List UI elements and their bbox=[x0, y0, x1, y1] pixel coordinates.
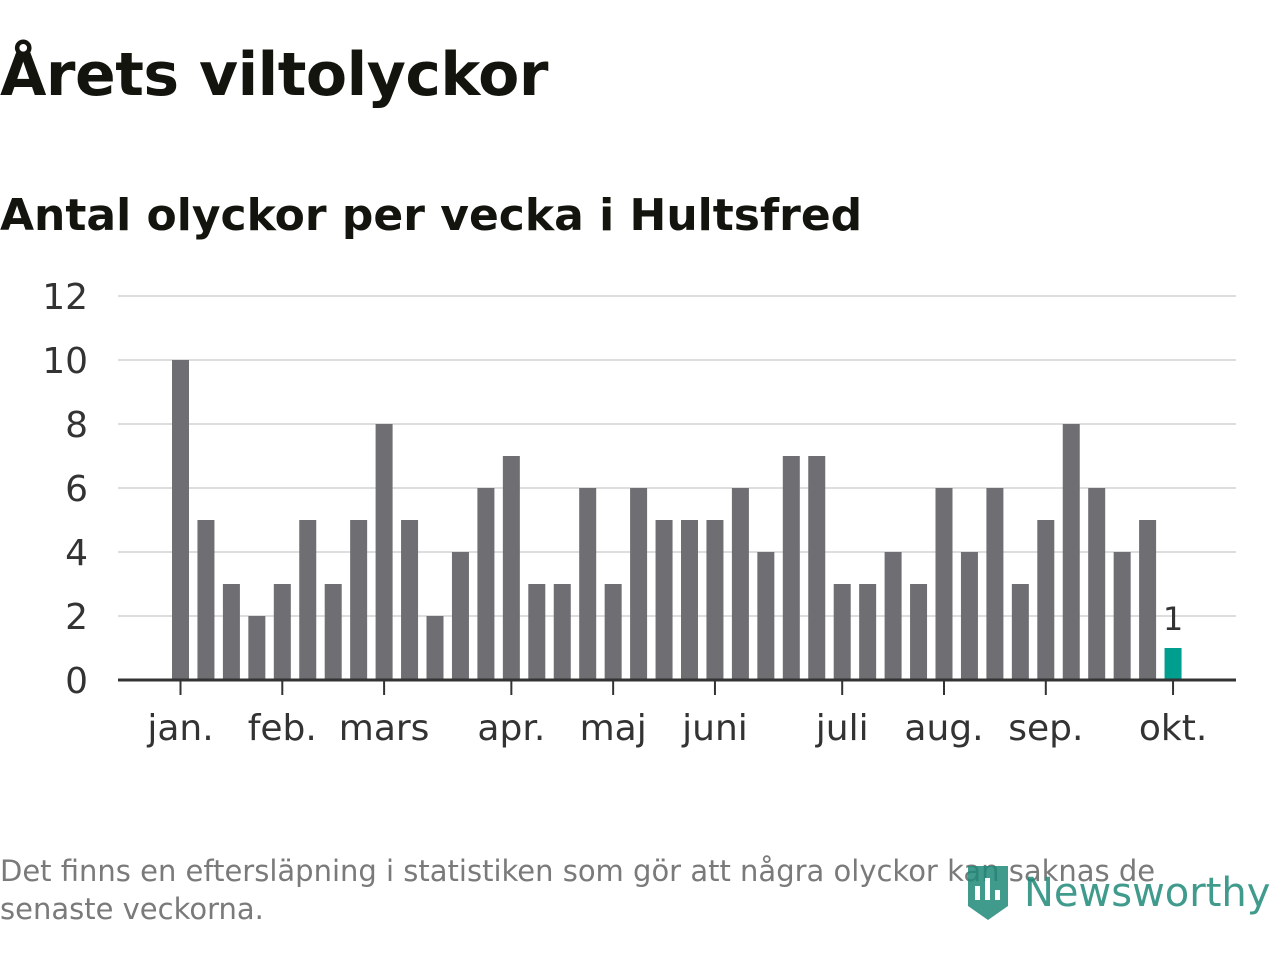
bar bbox=[350, 520, 368, 680]
bar bbox=[859, 584, 877, 680]
bar bbox=[655, 520, 673, 680]
x-tick-label: okt. bbox=[1139, 708, 1207, 749]
bar bbox=[502, 456, 520, 680]
bar bbox=[935, 488, 953, 680]
y-tick-label: 4 bbox=[65, 533, 88, 574]
bar bbox=[1062, 424, 1080, 680]
bar bbox=[553, 584, 571, 680]
bar bbox=[757, 552, 775, 680]
y-tick-label: 6 bbox=[65, 469, 88, 510]
x-tick-label: sep. bbox=[1008, 708, 1083, 749]
x-tick-label: apr. bbox=[477, 708, 545, 749]
data-labels: 1 bbox=[1163, 600, 1183, 638]
newsworthy-logo-icon bbox=[968, 866, 1008, 920]
y-tick-label: 10 bbox=[42, 341, 88, 382]
bar bbox=[579, 488, 597, 680]
bar bbox=[986, 488, 1004, 680]
brand-logo: Newsworthy bbox=[962, 862, 1270, 924]
y-tick-label: 2 bbox=[65, 597, 88, 638]
bar bbox=[960, 552, 978, 680]
bar bbox=[477, 488, 495, 680]
bar bbox=[197, 520, 215, 680]
bar bbox=[681, 520, 698, 680]
chart-subtitle: Antal olyckor per vecka i Hultsfred bbox=[0, 190, 863, 241]
bar bbox=[375, 424, 393, 680]
bar bbox=[910, 584, 928, 680]
bar bbox=[1139, 520, 1157, 680]
data-label: 1 bbox=[1163, 600, 1183, 638]
bar-highlight bbox=[1164, 648, 1182, 680]
bar bbox=[706, 520, 724, 680]
bar bbox=[401, 520, 419, 680]
footnote: Det finns en eftersläpning i statistiken… bbox=[0, 854, 1156, 926]
bar bbox=[884, 552, 902, 680]
bar bbox=[172, 360, 189, 680]
bar bbox=[1113, 552, 1131, 680]
bar bbox=[833, 584, 851, 680]
bar bbox=[451, 552, 469, 680]
bar bbox=[782, 456, 800, 680]
x-tick-label: aug. bbox=[904, 708, 983, 749]
bar bbox=[426, 616, 444, 680]
y-tick-label: 8 bbox=[65, 405, 88, 446]
bar bbox=[528, 584, 546, 680]
x-tick-label: juli bbox=[815, 708, 869, 749]
y-axis-ticks: 0 2 4 6 8 10 12 bbox=[42, 277, 88, 702]
bar bbox=[1037, 520, 1055, 680]
brand-name: Newsworthy bbox=[1024, 870, 1271, 916]
bar bbox=[731, 488, 749, 680]
bar bbox=[299, 520, 317, 680]
page-title: Årets viltolyckor bbox=[0, 40, 549, 110]
bar bbox=[808, 456, 826, 680]
x-tick-label: feb. bbox=[248, 708, 317, 749]
bar-chart: 0 2 4 6 8 10 12 jan. feb. mars apr. maj juni juli aug… bbox=[42, 277, 1236, 749]
bar bbox=[630, 488, 648, 680]
bar bbox=[324, 584, 342, 680]
x-axis: jan. feb. mars apr. maj juni juli aug. sep. okt. bbox=[118, 678, 1236, 749]
bar bbox=[1088, 488, 1106, 680]
x-tick-label: juni bbox=[681, 708, 748, 749]
bar bbox=[273, 584, 291, 680]
bar bbox=[222, 584, 240, 680]
bar bbox=[248, 616, 266, 680]
y-tick-label: 12 bbox=[42, 277, 88, 318]
x-tick-label: jan. bbox=[146, 708, 213, 749]
y-tick-label: 0 bbox=[65, 661, 88, 702]
bar bbox=[1011, 584, 1029, 680]
x-tick-label: mars bbox=[339, 708, 430, 749]
bars bbox=[172, 360, 1182, 680]
bar bbox=[604, 584, 622, 680]
x-tick-label: maj bbox=[580, 708, 647, 749]
